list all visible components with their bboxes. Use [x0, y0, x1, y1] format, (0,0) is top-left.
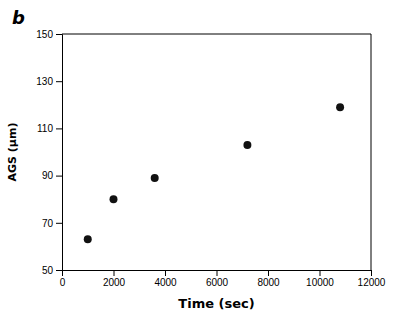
- tick-mark: [217, 270, 218, 276]
- tick: 10000: [306, 270, 334, 288]
- x-axis: 0 2000 4000 6000 8000 10000 12000: [60, 270, 386, 288]
- point: [336, 103, 344, 111]
- x-label: Time (sec): [178, 296, 254, 311]
- point: [243, 141, 251, 149]
- tick: 50: [42, 265, 62, 276]
- tick: 6000: [206, 270, 229, 288]
- tick: 90: [42, 170, 62, 181]
- tick-label: 2000: [103, 277, 126, 288]
- y-label: AGS (μm): [6, 123, 19, 182]
- points: [84, 103, 344, 243]
- point: [84, 235, 92, 243]
- tick-mark: [56, 128, 62, 129]
- tick-label: 150: [36, 29, 53, 40]
- annotation: b: [12, 7, 25, 28]
- tick: 110: [37, 123, 62, 134]
- tick-mark: [56, 176, 62, 177]
- tick: 4000: [154, 270, 177, 288]
- tick: 70: [42, 218, 62, 229]
- frame: [371, 34, 372, 270]
- tick-label: 0: [60, 277, 66, 288]
- tick-label: 6000: [206, 277, 229, 288]
- tick-mark: [56, 223, 62, 224]
- axis-line: [56, 35, 63, 271]
- plot: 0 2000 4000 6000 8000 10000 12000 50 70 90 110 130 1…: [36, 29, 386, 288]
- tick-label: 70: [42, 218, 54, 229]
- frame: [62, 34, 371, 35]
- tick: 0: [60, 270, 66, 288]
- tick-label: 10000: [306, 277, 334, 288]
- tick: 12000: [358, 270, 386, 288]
- tick-label: 50: [42, 265, 54, 276]
- y-axis: 50 70 90 110 130 150: [36, 29, 62, 276]
- tick-mark: [320, 270, 321, 276]
- tick: 150: [36, 29, 62, 40]
- tick-label: 90: [42, 170, 54, 181]
- tick-mark: [56, 81, 62, 82]
- tick: 2000: [103, 270, 126, 288]
- tick-mark: [114, 270, 115, 276]
- tick-mark: [56, 34, 62, 35]
- tick-label: 130: [36, 76, 53, 87]
- tick-mark: [268, 270, 269, 276]
- tick-mark: [371, 270, 372, 276]
- chart: 0 2000 4000 6000 8000 10000 12000 50 70 90 110 130 1…: [0, 0, 395, 318]
- tick-mark: [56, 270, 62, 271]
- point: [110, 195, 118, 203]
- tick-label: 110: [37, 123, 53, 134]
- tick-label: 12000: [358, 277, 386, 288]
- tick: 130: [36, 76, 62, 87]
- tick-label: 8000: [257, 277, 280, 288]
- tick-mark: [165, 270, 166, 276]
- tick-label: 4000: [154, 277, 177, 288]
- axis-line: [63, 271, 372, 277]
- point: [151, 174, 159, 182]
- tick: 8000: [257, 270, 280, 288]
